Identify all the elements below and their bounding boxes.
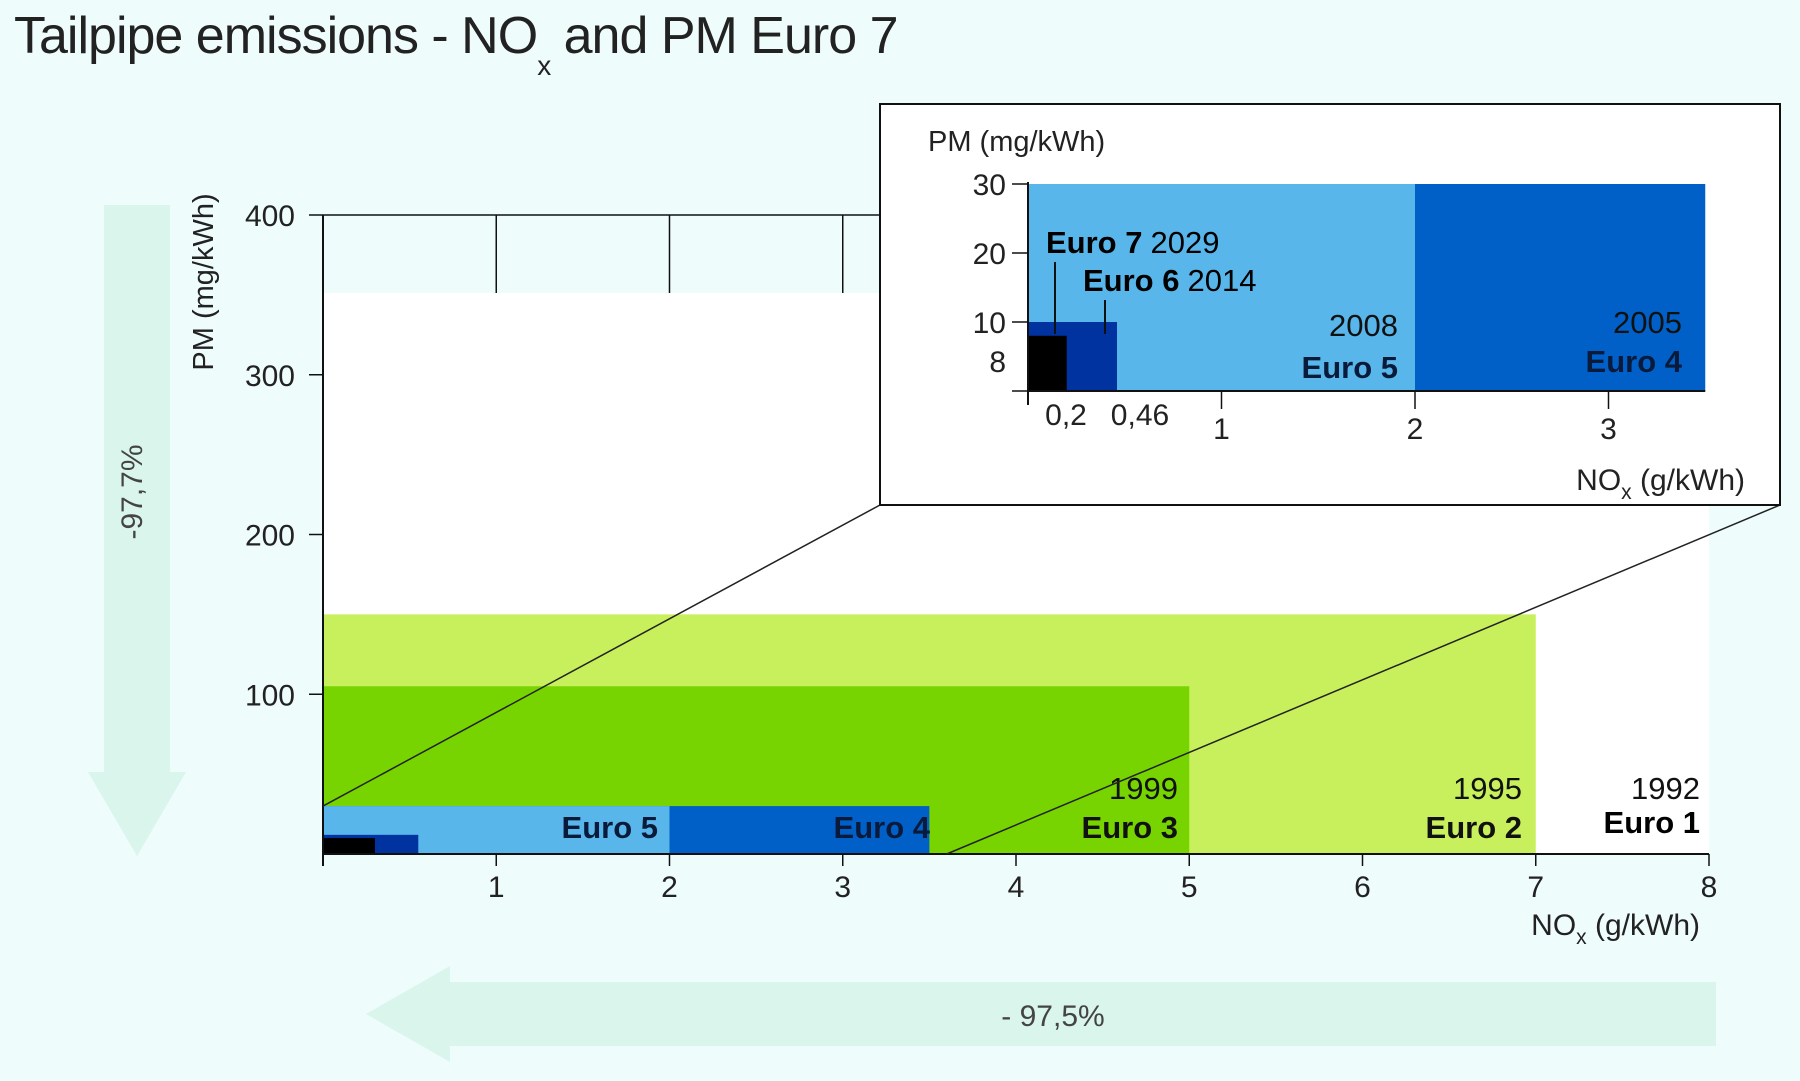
region-euro7 — [323, 838, 375, 854]
y-tick-label: 400 — [245, 200, 295, 233]
x-axis-label-suffix: (g/kWh) — [1587, 909, 1700, 942]
region-label-euro-3: Euro 3 — [1082, 810, 1178, 845]
inset-x-tick-label: 1 — [1213, 413, 1230, 446]
nox-reduction-label: - 97,5% — [1001, 1000, 1104, 1033]
inset-y-tick-label: 30 — [973, 169, 1006, 202]
x-tick-label: 8 — [1701, 871, 1718, 904]
region-label-euro-4: Euro 4 — [834, 810, 931, 845]
x-tick-label: 6 — [1354, 871, 1371, 904]
x-tick-label: 2 — [661, 871, 678, 904]
zoom-connector-left — [322, 504, 881, 807]
x-tick-label: 5 — [1181, 871, 1198, 904]
region-year-euro-1: 1992 — [1631, 771, 1700, 806]
inset-year-euro-5: 2008 — [1329, 308, 1398, 343]
inset-x-axis-label-prefix: NO — [1576, 464, 1621, 497]
region-label-euro-2: Euro 2 — [1426, 810, 1522, 845]
pm-reduction-label: -97,7% — [116, 444, 149, 539]
x-tick-label: 1 — [488, 871, 505, 904]
inset-y-tick-label: 8 — [989, 346, 1006, 379]
inset-label-name-euro-7: Euro 7 — [1046, 225, 1142, 260]
inset-label-euro-7: Euro 7 2029 — [1046, 225, 1219, 260]
y-axis-label: PM (mg/kWh) — [188, 193, 220, 370]
x-axis-label: NOx (g/kWh) — [1531, 909, 1700, 949]
region-label-euro-5: Euro 5 — [562, 810, 658, 845]
x-axis-label-prefix: NO — [1531, 909, 1576, 942]
y-tick-label: 300 — [245, 360, 295, 393]
inset-region-euro-7 — [1028, 335, 1067, 391]
inset-x-axis-label-suffix: (g/kWh) — [1632, 464, 1745, 497]
x-tick-label: 3 — [834, 871, 851, 904]
inset-x-axis-label-subscript: x — [1621, 481, 1632, 504]
title-suffix: and PM Euro 7 — [550, 7, 899, 65]
page-title: Tailpipe emissions - NOx and PM Euro 7 — [14, 6, 899, 81]
inset-x-axis-label: NOx (g/kWh) — [1576, 464, 1745, 504]
nox-reduction-arrow — [366, 966, 1716, 1062]
inset-label-euro-6: Euro 6 2014 — [1083, 263, 1256, 298]
title-prefix: Tailpipe emissions - NO — [14, 7, 538, 65]
inset-x-tick-label: 3 — [1600, 413, 1617, 446]
inset-label-name-euro-6: Euro 6 — [1083, 263, 1179, 298]
x-tick-label: 7 — [1527, 871, 1544, 904]
zoom-connector-right — [946, 504, 1781, 855]
inset-y-tick-label: 20 — [973, 238, 1006, 271]
y-tick-label: 100 — [245, 679, 295, 712]
pm-reduction-arrow — [88, 205, 186, 856]
region-year-euro-2: 1995 — [1453, 771, 1522, 806]
x-axis-label-subscript: x — [1576, 926, 1587, 949]
inset-label-year-euro-7: 2029 — [1150, 225, 1219, 260]
region-year-euro-3: 1999 — [1109, 771, 1178, 806]
region-label-euro-1: Euro 1 — [1604, 805, 1700, 840]
y-tick-label: 200 — [245, 520, 295, 553]
inset-label-year-euro-6: 2014 — [1187, 263, 1256, 298]
inset-y-tick-label: 10 — [973, 307, 1006, 340]
inset-label-euro-4: Euro 4 — [1586, 344, 1683, 379]
inset-y-axis-label: PM (mg/kWh) — [928, 126, 1105, 158]
inset-x-tick-label: 2 — [1407, 413, 1424, 446]
inset-year-euro-4: 2005 — [1613, 305, 1682, 340]
x-tick-label: 4 — [1008, 871, 1025, 904]
inset-x-value-label: 0,2 — [1045, 399, 1087, 432]
inset-x-value-label: 0,46 — [1111, 399, 1169, 432]
title-subscript: x — [537, 50, 551, 81]
inset-label-euro-5: Euro 5 — [1302, 350, 1398, 385]
